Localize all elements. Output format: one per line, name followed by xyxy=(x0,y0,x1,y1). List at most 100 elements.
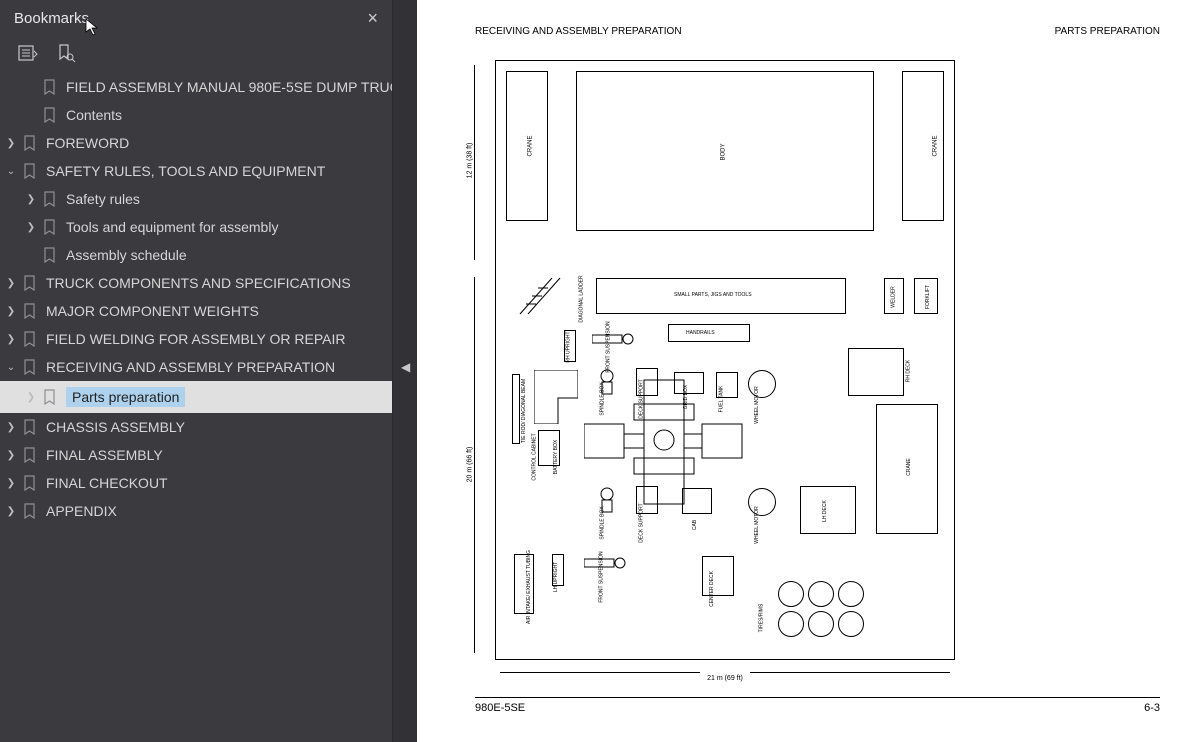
chevron-icon[interactable]: ❯ xyxy=(0,478,22,489)
bookmark-item[interactable]: ❯ FINAL CHECKOUT xyxy=(0,469,392,497)
rh-deck-label: RH DECK xyxy=(906,360,912,383)
front-susp-2 xyxy=(584,552,626,574)
chevron-icon[interactable]: ❯ xyxy=(0,334,22,345)
bookmark-item[interactable]: ⌄ RECEIVING AND ASSEMBLY PREPARATION xyxy=(0,353,392,381)
center-deck-label: CENTER DECK xyxy=(709,571,715,607)
doc-footer-left: 980E-5SE xyxy=(475,702,525,714)
bookmark-item[interactable]: ❯Tools and equipment for assembly xyxy=(0,213,392,241)
bookmark-icon xyxy=(22,447,38,463)
control-cabinet xyxy=(534,370,578,424)
dim-lower-label: 20 m (66 ft) xyxy=(466,447,473,483)
bookmark-icon xyxy=(42,389,58,405)
bookmark-label: RECEIVING AND ASSEMBLY PREPARATION xyxy=(46,359,335,375)
layout-diagram: 12 m (38 ft) 20 m (66 ft) 21 m (69 ft) C… xyxy=(495,60,955,660)
chevron-icon[interactable]: ⌄ xyxy=(0,362,22,373)
bookmark-icon xyxy=(22,359,38,375)
bookmark-item[interactable]: ❯ FINAL ASSEMBLY xyxy=(0,441,392,469)
center-deck xyxy=(702,556,734,596)
bookmark-label: FINAL ASSEMBLY xyxy=(46,447,163,463)
bookmark-label: MAJOR COMPONENT WEIGHTS xyxy=(46,303,259,319)
bookmark-item[interactable]: ❯ TRUCK COMPONENTS AND SPECIFICATIONS xyxy=(0,269,392,297)
panel-divider[interactable]: ◀ xyxy=(393,0,417,742)
grid-box-label: GRID BOX xyxy=(683,385,689,409)
chevron-icon[interactable]: ❯ xyxy=(0,506,22,517)
bookmark-item[interactable]: Assembly schedule xyxy=(0,241,392,269)
doc-footer-right: 6-3 xyxy=(1144,702,1160,714)
wheel-motor-1-label: WHEEL MOTOR xyxy=(754,386,760,424)
crane-lower-label: CRANE xyxy=(906,458,912,476)
bookmark-label: CHASSIS ASSEMBLY xyxy=(46,419,185,435)
bookmark-icon xyxy=(22,331,38,347)
battery-box-label: BATTERY BOX xyxy=(553,440,559,474)
chevron-icon[interactable]: ❯ xyxy=(0,278,22,289)
doc-header-right: PARTS PREPARATION xyxy=(1055,26,1160,38)
doc-header: RECEIVING AND ASSEMBLY PREPARATION PARTS… xyxy=(475,26,1160,38)
bookmark-icon xyxy=(22,275,38,291)
bookmarks-toolbar xyxy=(0,37,392,73)
bookmark-icon xyxy=(22,419,38,435)
wheel-motor-2 xyxy=(748,488,776,516)
front-susp-1 xyxy=(592,328,634,350)
crane-right-label: CRANE xyxy=(932,135,938,156)
bookmark-label: Safety rules xyxy=(66,191,140,207)
bookmark-icon xyxy=(22,135,38,151)
bookmark-label: FIELD WELDING FOR ASSEMBLY OR REPAIR xyxy=(46,331,346,347)
bookmarks-panel: Bookmarks × FIELD ASSEMBLY MANUAL 980E-5… xyxy=(0,0,393,742)
bookmark-label: Assembly schedule xyxy=(66,247,187,263)
welder-label: WELDER xyxy=(890,286,896,307)
chevron-icon[interactable]: ❯ xyxy=(0,422,22,433)
bookmark-icon xyxy=(42,219,58,235)
chevron-icon[interactable]: ❯ xyxy=(0,306,22,317)
bookmark-item[interactable]: ❯ Safety rules xyxy=(0,185,392,213)
bookmark-icon xyxy=(22,475,38,491)
chevron-icon[interactable]: ❯ xyxy=(20,392,42,403)
bookmark-item[interactable]: ❯ FIELD WELDING FOR ASSEMBLY OR REPAIR xyxy=(0,325,392,353)
cab-label: CAB xyxy=(692,520,698,530)
chevron-icon[interactable]: ❯ xyxy=(0,138,22,149)
find-bookmark-icon[interactable] xyxy=(56,43,76,63)
bookmark-item[interactable]: Contents xyxy=(0,101,392,129)
spindle-1-label: SPINDLE BOX xyxy=(600,382,606,415)
diagonal-ladder-label: DIAGONAL LADDER xyxy=(579,275,585,322)
body-label: BODY xyxy=(721,143,727,160)
bookmark-label: FOREWORD xyxy=(46,135,129,151)
bookmark-label: FINAL CHECKOUT xyxy=(46,475,168,491)
bookmark-icon xyxy=(22,303,38,319)
bookmark-item[interactable]: ❯ CHASSIS ASSEMBLY xyxy=(0,413,392,441)
front-susp-2-label: FRONT SUSPENSION xyxy=(599,551,605,602)
bookmark-label: FIELD ASSEMBLY MANUAL 980E-5SE DUMP TRUC… xyxy=(66,79,392,95)
bookmark-label: Parts preparation xyxy=(66,387,185,407)
collapse-handle-icon[interactable]: ◀ xyxy=(401,360,410,374)
bookmark-list[interactable]: FIELD ASSEMBLY MANUAL 980E-5SE DUMP TRUC… xyxy=(0,73,392,742)
rh-upright-label: RH UPRIGHT xyxy=(566,331,572,362)
chevron-icon[interactable]: ❯ xyxy=(20,222,42,233)
chevron-icon[interactable]: ❯ xyxy=(0,450,22,461)
bookmark-label: APPENDIX xyxy=(46,503,117,519)
cab xyxy=(682,488,712,514)
bookmark-item[interactable]: ⌄SAFETY RULES, TOOLS AND EQUIPMENT xyxy=(0,157,392,185)
bookmark-label: TRUCK COMPONENTS AND SPECIFICATIONS xyxy=(46,275,351,291)
chevron-icon[interactable]: ❯ xyxy=(20,194,42,205)
bookmark-item[interactable]: ❯ MAJOR COMPONENT WEIGHTS xyxy=(0,297,392,325)
dim-bottom: 21 m (69 ft) xyxy=(496,663,954,681)
bookmark-item[interactable]: ❯ FOREWORD xyxy=(0,129,392,157)
options-icon[interactable] xyxy=(18,43,38,63)
tie-rod xyxy=(512,374,520,444)
deck-support-1-label: DECK SUPPORT xyxy=(639,379,645,418)
small-parts-label: SMALL PARTS, JIGS AND TOOLS xyxy=(674,292,752,298)
dim-bottom-label: 21 m (69 ft) xyxy=(707,675,743,682)
upper-section: CRANE BODY CRANE xyxy=(506,71,944,261)
control-cabinet-label: CONTROL CABINET xyxy=(532,433,538,480)
lh-deck-label: LH DECK xyxy=(822,500,828,522)
bookmark-item[interactable]: ❯ Parts preparation xyxy=(0,381,392,413)
crane-left-label: CRANE xyxy=(528,135,534,156)
bookmark-item[interactable]: FIELD ASSEMBLY MANUAL 980E-5SE DUMP TRUC… xyxy=(0,73,392,101)
bookmark-icon xyxy=(22,163,38,179)
close-icon[interactable]: × xyxy=(367,8,378,29)
tie-rod-label: TIE ROD/ DIAGONAL BEAM xyxy=(521,379,527,443)
handrails-label: HANDRAILS xyxy=(686,330,715,336)
doc-footer: 980E-5SE 6-3 xyxy=(475,697,1160,714)
chevron-icon[interactable]: ⌄ xyxy=(0,166,22,177)
bookmark-item[interactable]: ❯ APPENDIX xyxy=(0,497,392,525)
bookmark-icon xyxy=(22,503,38,519)
